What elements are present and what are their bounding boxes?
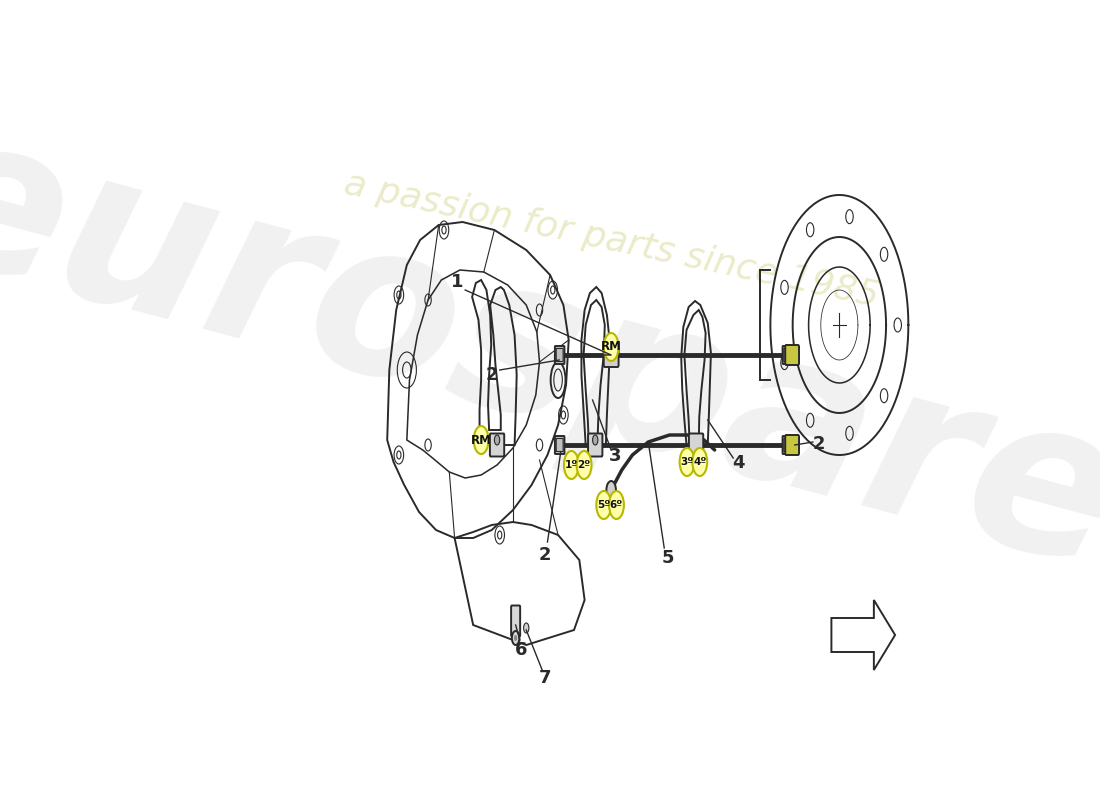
Text: a passion for parts since 1985: a passion for parts since 1985	[341, 166, 882, 314]
FancyBboxPatch shape	[782, 436, 792, 454]
FancyBboxPatch shape	[785, 345, 799, 365]
Text: 1: 1	[451, 273, 463, 291]
FancyBboxPatch shape	[588, 434, 603, 457]
Text: RM: RM	[601, 341, 621, 354]
FancyBboxPatch shape	[490, 434, 504, 457]
Circle shape	[680, 448, 694, 476]
Text: 6: 6	[515, 641, 527, 659]
Circle shape	[593, 435, 598, 445]
Text: 1º: 1º	[564, 460, 578, 470]
Text: 4: 4	[733, 454, 745, 472]
FancyBboxPatch shape	[512, 606, 520, 637]
Circle shape	[512, 631, 519, 645]
Text: 5: 5	[662, 549, 674, 567]
Text: 3º: 3º	[681, 457, 694, 467]
Text: 4º: 4º	[693, 457, 706, 467]
Text: 3: 3	[608, 447, 622, 465]
Circle shape	[494, 435, 499, 445]
Text: RM: RM	[471, 434, 492, 446]
FancyBboxPatch shape	[554, 346, 564, 364]
Text: 6º: 6º	[609, 500, 623, 510]
Circle shape	[606, 481, 616, 499]
Text: 2: 2	[485, 366, 498, 384]
Circle shape	[564, 451, 579, 479]
Circle shape	[514, 635, 517, 641]
Circle shape	[524, 623, 529, 633]
Circle shape	[596, 491, 612, 519]
Circle shape	[604, 333, 618, 361]
Text: 7: 7	[539, 669, 551, 687]
Circle shape	[576, 451, 592, 479]
Circle shape	[692, 448, 707, 476]
FancyBboxPatch shape	[782, 346, 792, 364]
FancyBboxPatch shape	[689, 434, 703, 457]
Circle shape	[474, 426, 488, 454]
FancyBboxPatch shape	[554, 436, 564, 454]
FancyBboxPatch shape	[604, 343, 618, 367]
Text: 2: 2	[539, 546, 551, 564]
Text: eurospares: eurospares	[0, 93, 1100, 647]
Circle shape	[609, 491, 624, 519]
FancyBboxPatch shape	[785, 435, 799, 455]
Text: 5º: 5º	[597, 500, 611, 510]
Text: 2: 2	[813, 435, 825, 453]
Text: 2º: 2º	[578, 460, 591, 470]
